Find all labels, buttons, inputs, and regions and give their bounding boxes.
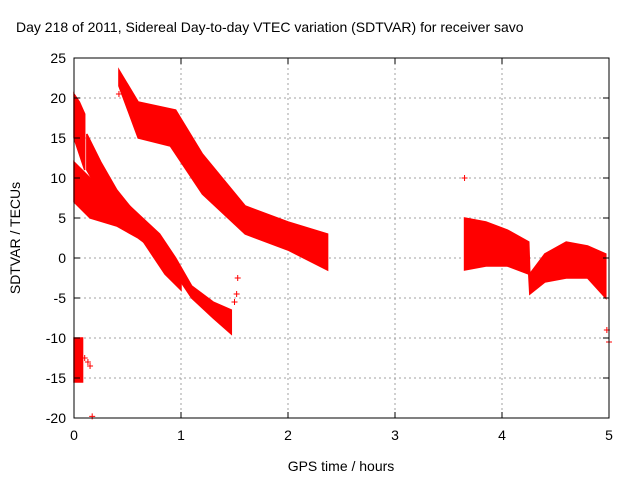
data-markers	[81, 91, 612, 420]
y-tick-label: 25	[50, 50, 66, 66]
x-tick-label: 1	[177, 427, 185, 443]
data-point	[233, 291, 240, 297]
series-band-track-d	[118, 67, 329, 272]
y-tick-label: -20	[46, 410, 66, 426]
x-tick-label: 2	[284, 427, 292, 443]
x-axis-title: GPS time / hours	[288, 458, 395, 474]
series-band-track-c	[86, 133, 182, 292]
y-tick-label: -5	[54, 290, 67, 306]
series-band-track-a	[73, 91, 86, 171]
data-point	[115, 91, 122, 97]
x-tick-label: 4	[498, 427, 506, 443]
data-point	[461, 175, 468, 181]
data-point	[81, 355, 88, 361]
y-tick-label: 5	[58, 210, 66, 226]
x-tick-label: 3	[391, 427, 399, 443]
data-point	[234, 275, 241, 281]
plot-frame	[73, 57, 610, 419]
data-bands	[73, 67, 607, 383]
y-tick-label: 10	[50, 170, 66, 186]
y-tick-label: -15	[46, 370, 66, 386]
y-tick-label: 15	[50, 130, 66, 146]
y-axis-title: SDTVAR / TECUs	[7, 182, 23, 294]
data-point	[87, 363, 94, 369]
y-tick-label: -10	[46, 330, 66, 346]
data-point	[84, 359, 91, 365]
y-tick-label: 0	[58, 250, 66, 266]
y-tick-label: 20	[50, 90, 66, 106]
x-tick-label: 5	[605, 427, 613, 443]
x-axis: 0 1 2 3 4 5	[70, 58, 613, 443]
chart-title: Day 218 of 2011, Sidereal Day-to-day VTE…	[16, 19, 524, 35]
data-point	[231, 299, 238, 305]
x-tick-label: 0	[70, 427, 78, 443]
series-band-track-e	[73, 337, 84, 383]
y-axis: -20 -15 -10 -5 0 5 10 15 20 25	[46, 50, 609, 426]
